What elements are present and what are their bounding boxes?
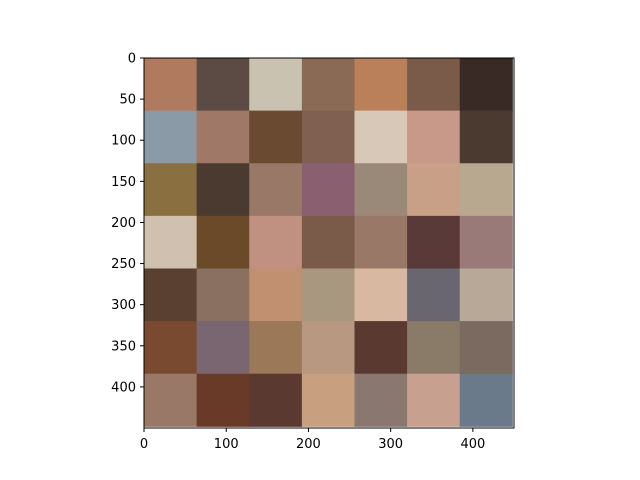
image-cell xyxy=(249,110,303,164)
image-cell xyxy=(144,321,198,375)
y-tick-label: 100 xyxy=(111,134,136,149)
image-cell xyxy=(459,373,513,427)
image-cell xyxy=(196,321,250,375)
image-cell xyxy=(196,163,250,217)
image-cell xyxy=(249,58,303,112)
x-tick-label: 200 xyxy=(296,437,321,452)
image-cell xyxy=(354,58,408,112)
y-tick-label: 300 xyxy=(111,298,136,313)
image-cell xyxy=(459,215,513,269)
image-cell xyxy=(354,163,408,217)
image-cell xyxy=(249,268,303,322)
image-cell xyxy=(301,58,355,112)
y-tick-label: 50 xyxy=(119,93,136,108)
image-cell xyxy=(249,373,303,427)
image-cell xyxy=(459,58,513,112)
image-cell xyxy=(407,215,461,269)
image-cell xyxy=(249,215,303,269)
y-tick-label: 400 xyxy=(111,380,136,395)
image-cell xyxy=(196,215,250,269)
image-cell xyxy=(144,110,198,164)
image-cell xyxy=(407,163,461,217)
y-tick-label: 350 xyxy=(111,339,136,354)
image-grid xyxy=(144,58,513,427)
image-cell xyxy=(354,321,408,375)
image-cell xyxy=(144,163,198,217)
image-cell xyxy=(301,321,355,375)
x-tick-label: 400 xyxy=(460,437,485,452)
x-tick-label: 100 xyxy=(214,437,239,452)
image-cell xyxy=(301,215,355,269)
image-cell xyxy=(407,373,461,427)
x-tick-label: 0 xyxy=(140,437,148,452)
image-cell xyxy=(196,110,250,164)
image-cell xyxy=(301,163,355,217)
image-cell xyxy=(301,110,355,164)
image-cell xyxy=(459,321,513,375)
image-cell xyxy=(301,373,355,427)
y-tick-label: 150 xyxy=(111,175,136,190)
image-cell xyxy=(407,58,461,112)
image-cell xyxy=(354,110,408,164)
image-cell xyxy=(459,163,513,217)
image-cell xyxy=(354,373,408,427)
image-cell xyxy=(144,58,198,112)
image-cell xyxy=(459,110,513,164)
image-cell xyxy=(144,268,198,322)
y-axis: 0 50 100 150 200 250 300 350 400 xyxy=(111,52,144,395)
y-tick-label: 200 xyxy=(111,216,136,231)
image-cell xyxy=(459,268,513,322)
image-cell xyxy=(249,163,303,217)
x-axis: 0 100 200 300 400 xyxy=(140,428,485,452)
axes-frame xyxy=(143,57,515,429)
image-cell xyxy=(301,268,355,322)
image-cell xyxy=(407,110,461,164)
x-tick-label: 300 xyxy=(378,437,403,452)
image-cell xyxy=(144,373,198,427)
image-cell xyxy=(407,268,461,322)
y-tick-label: 250 xyxy=(111,257,136,272)
image-cell xyxy=(196,373,250,427)
y-tick-label: 0 xyxy=(128,52,136,67)
image-cell xyxy=(144,215,198,269)
image-cell xyxy=(354,268,408,322)
image-cell xyxy=(354,215,408,269)
image-cell xyxy=(407,321,461,375)
image-cell xyxy=(249,321,303,375)
image-cell xyxy=(196,58,250,112)
image-cell xyxy=(196,268,250,322)
